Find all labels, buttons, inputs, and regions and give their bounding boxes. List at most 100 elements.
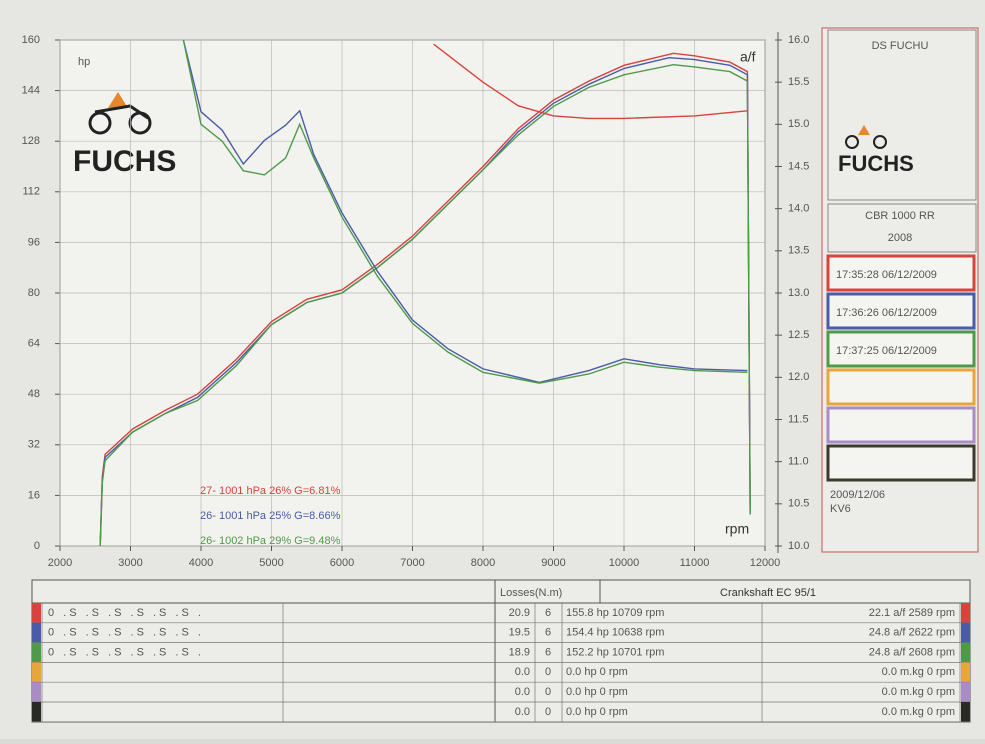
y-tick-label: 16: [28, 489, 40, 501]
y-tick-label: 0: [34, 540, 40, 552]
run-label: 17:37:25 06/12/2009: [836, 345, 937, 357]
y-axis-label: hp: [78, 56, 90, 68]
run-slot: [826, 406, 976, 444]
y2-tick-label: 14.5: [788, 160, 809, 172]
panel-date: 2009/12/06: [830, 489, 885, 501]
y-tick-label: 96: [28, 236, 40, 248]
cell-crank: 0.0 m.kg 0 rpm: [882, 706, 955, 718]
cell-peak: 155.8 hp 10709 rpm: [566, 607, 664, 619]
hp-line: [99, 63, 751, 547]
panel-box: [827, 29, 977, 201]
y-tick-label: 80: [28, 287, 40, 299]
cell-crank: 0.0 m.kg 0 rpm: [882, 666, 955, 678]
legend-entry: 27- 1001 hPa 26% G=6.81%: [200, 485, 341, 497]
row-swatch: [32, 603, 41, 623]
cell-left: 0 .S .S .S .S .S .S .: [48, 627, 204, 639]
logo-text: FUCHS: [73, 145, 176, 178]
row-swatch: [32, 662, 41, 683]
run-slot: [826, 444, 976, 482]
legend-entry: 26- 1002 hPa 29% G=9.48%: [200, 535, 341, 547]
x-tick-label: 12000: [750, 557, 781, 569]
cell-peak: 0.0 hp 0 rpm: [566, 686, 628, 698]
logo: [88, 92, 152, 135]
panel-logo-text: FUCHS: [838, 151, 914, 176]
y-tick-label: 112: [22, 186, 40, 198]
cell-losses: 19.5: [509, 627, 530, 639]
row-swatch: [961, 662, 970, 683]
hp-line: [99, 52, 751, 547]
panel-model: CBR 1000 RR: [865, 210, 935, 222]
x-axis-label: rpm: [725, 521, 749, 537]
y2-tick-label: 11.0: [788, 456, 809, 468]
y2-tick-label: 10.0: [788, 540, 809, 552]
panel-title: DS FUCHU: [872, 40, 929, 52]
y2-tick-label: 15.0: [788, 118, 809, 130]
cell-peak: 154.4 hp 10638 rpm: [566, 627, 664, 639]
y-tick-label: 144: [22, 85, 40, 97]
x-tick-label: 5000: [259, 557, 283, 569]
x-tick-label: 8000: [471, 557, 495, 569]
row-swatch: [32, 702, 41, 722]
y-tick-label: 32: [28, 439, 40, 451]
cell-crank: 24.8 a/f 2622 rpm: [869, 627, 955, 639]
x-tick-label: 11000: [680, 557, 710, 569]
y2-tick-label: 10.5: [788, 498, 809, 510]
y2-axis-label: a/f: [740, 49, 756, 65]
run-slot: [826, 254, 976, 292]
x-tick-label: 2000: [48, 557, 72, 569]
y2-tick-label: 11.5: [788, 413, 809, 425]
run-slot: [826, 368, 976, 406]
x-tick-label: 9000: [541, 557, 565, 569]
cell-losses: 20.9: [509, 607, 530, 619]
panel-year: 2008: [888, 232, 912, 244]
y2-tick-label: 15.5: [788, 76, 809, 88]
cell-crank: 24.8 a/f 2608 rpm: [869, 646, 955, 658]
cell-peak: 152.2 hp 10701 rpm: [566, 646, 664, 658]
cell-peak: 0.0 hp 0 rpm: [566, 666, 628, 678]
x-tick-label: 6000: [330, 557, 354, 569]
row-swatch: [961, 622, 970, 643]
panel-code: KV6: [830, 503, 851, 515]
panel-logo-icon: [873, 135, 887, 149]
cell-gear: 0: [545, 706, 551, 718]
cell-left: 0 .S .S .S .S .S .S .: [48, 646, 204, 658]
cell-losses: 0.0: [515, 706, 530, 718]
row-swatch: [32, 682, 41, 702]
x-tick-label: 7000: [400, 557, 424, 569]
y2-tick-label: 13.5: [788, 245, 809, 257]
y2-tick-label: 13.0: [788, 287, 809, 299]
panel-box: [827, 203, 977, 253]
panel-logo-icon: [845, 135, 859, 149]
y2-tick-label: 12.0: [788, 371, 809, 383]
cell-losses: 18.9: [509, 646, 530, 658]
cell-gear: 0: [545, 686, 551, 698]
cell-losses: 0.0: [515, 666, 530, 678]
cell-left: 0 .S .S .S .S .S .S .: [48, 607, 204, 619]
run-label: 17:36:26 06/12/2009: [836, 307, 937, 319]
legend-entry: 26- 1001 hPa 25% G=8.66%: [200, 510, 341, 522]
af-line: [182, 39, 748, 384]
y2-tick-label: 12.5: [788, 329, 809, 341]
x-tick-label: 4000: [189, 557, 213, 569]
x-tick-label: 10000: [609, 557, 640, 569]
y2-tick-label: 14.0: [788, 203, 809, 215]
row-swatch: [961, 603, 970, 623]
run-slot: [826, 292, 976, 330]
row-swatch: [961, 642, 970, 663]
x-tick-label: 3000: [118, 557, 142, 569]
row-swatch: [961, 682, 970, 702]
crank-header: Crankshaft EC 95/1: [720, 587, 816, 599]
cell-crank: 22.1 a/f 2589 rpm: [869, 607, 955, 619]
cell-gear: 6: [545, 607, 551, 619]
y-tick-label: 128: [22, 135, 40, 147]
cell-gear: 6: [545, 627, 551, 639]
run-label: 17:35:28 06/12/2009: [836, 269, 937, 281]
row-swatch: [961, 702, 970, 722]
cell-peak: 0.0 hp 0 rpm: [566, 706, 628, 718]
row-swatch: [32, 622, 41, 643]
y-tick-label: 160: [22, 34, 40, 46]
cell-gear: 6: [545, 646, 551, 658]
panel-logo-icon: [858, 125, 870, 135]
